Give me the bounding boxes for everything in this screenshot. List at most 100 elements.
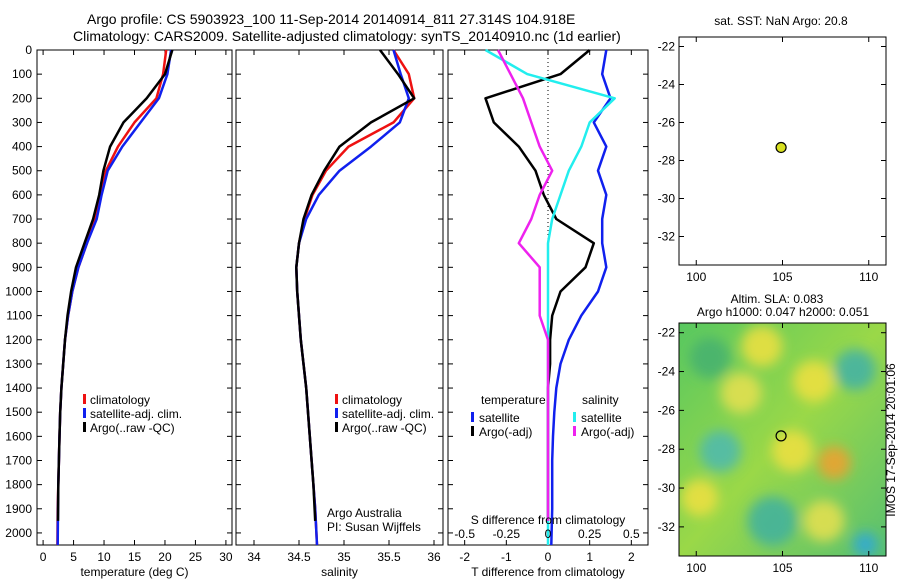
- s-difference-axis: S difference from climatology-0.5 -0.25 0 0…: [454, 513, 640, 541]
- temp-xtick-label: 5: [70, 550, 77, 564]
- difference-legend-label: satellite: [479, 411, 520, 425]
- depth-tick-label: 1500: [5, 405, 32, 419]
- depth-tick-label: 200: [12, 91, 32, 105]
- sla-anomaly-blob: [792, 360, 835, 402]
- sla-anomaly-blob: [772, 430, 814, 472]
- argo-float-location-marker: [775, 430, 787, 442]
- sla-anomaly-blob: [817, 446, 851, 480]
- sal-series-line: [295, 49, 416, 521]
- map-ytick-label: -26: [658, 403, 676, 417]
- temp-xtick-label: 30: [219, 550, 233, 564]
- sla-anomaly-blob: [720, 372, 762, 414]
- map-ytick-label: -26: [658, 116, 676, 130]
- sal-legend-swatch: [335, 408, 338, 418]
- diff-series-line: [550, 49, 612, 546]
- diff-panel: -2 -1 0 1 2T difference from climatology: [447, 48, 649, 579]
- temp-legend-label: climatology: [90, 393, 150, 407]
- diff-xtick-label: -2: [459, 550, 470, 564]
- difference-legend-swatch: [573, 412, 576, 422]
- map-ytick-label: -24: [658, 78, 676, 92]
- sla-map-panel: 100 105 110 -22 -24 -26 -28 -30 -32: [658, 322, 887, 575]
- difference-legend-label: Argo(-adj): [581, 425, 634, 439]
- temp-legend-label: satellite-adj. clim.: [90, 407, 182, 421]
- temp-xtick-label: 10: [97, 550, 111, 564]
- temp-xtick-label: 20: [158, 550, 172, 564]
- depth-tick-label: 1100: [6, 309, 32, 323]
- sal-xtick-label: 34.5: [287, 550, 311, 564]
- depth-tick-label: 1800: [5, 478, 32, 492]
- diff-xtick-label: 0: [545, 550, 552, 564]
- temp-series-line: [56, 49, 174, 521]
- sla-anomaly-blob: [852, 531, 878, 556]
- difference-legend-label: Argo(-adj): [479, 425, 532, 439]
- sal-legend-swatch: [335, 394, 338, 404]
- sla-anomaly-blob: [681, 479, 719, 517]
- temp-legend-swatch: [83, 408, 86, 418]
- depth-tick-label: 300: [12, 115, 32, 129]
- depth-tick-label: 400: [12, 140, 32, 154]
- sst-map-panel: 100 105 110 -22 -24 -26 -28 -30 -32: [658, 36, 887, 284]
- difference-legend-heading: salinity: [582, 393, 619, 407]
- map-xtick-label: 110: [859, 561, 878, 575]
- sla-anomaly-blob: [803, 500, 845, 542]
- s-difference-title: S difference from climatology: [471, 513, 626, 527]
- difference-legend-swatch: [471, 426, 474, 436]
- diff-xtick-label: 2: [628, 550, 635, 564]
- depth-tick-label: 1300: [5, 357, 32, 371]
- temp-xtick-label: 25: [189, 550, 203, 564]
- temp-legend-swatch: [83, 422, 86, 432]
- sla-map-subtitle: Argo h1000: 0.047 h2000: 0.051: [697, 305, 869, 319]
- s-difference-tick-label: 0.5: [623, 527, 640, 541]
- map-ytick-label: -22: [658, 326, 676, 340]
- sst-map-title: sat. SST: NaN Argo: 20.8: [714, 14, 848, 28]
- map-ytick-label: -30: [658, 481, 676, 495]
- sla-anomaly-blob: [834, 348, 876, 391]
- sla-anomaly-blob: [747, 496, 797, 546]
- temp-panel: 0 5 10 15 20 25 30 temperature (deg C) 0 100 200 30…: [5, 43, 233, 579]
- sal-legend-label: satellite-adj. clim.: [342, 407, 434, 421]
- difference-legend-heading: temperature: [481, 393, 546, 407]
- imos-timestamp: IMOS 17-Sep-2014 20:01:06: [884, 363, 898, 517]
- temp-xtick-label: 0: [40, 550, 47, 564]
- depth-tick-label: 0: [25, 43, 32, 57]
- sal-xtick-label: 35: [337, 550, 351, 564]
- map-xtick-label: 105: [772, 270, 792, 284]
- sal-legend-label: climatology: [342, 393, 402, 407]
- difference-legend-swatch: [573, 426, 576, 436]
- difference-legend: temperaturesatelliteArgo(-adj)salinitysa…: [471, 393, 634, 439]
- diff-series-line: [496, 49, 554, 521]
- s-difference-tick-label: -0.5: [454, 527, 475, 541]
- s-difference-tick-label: 0: [545, 527, 552, 541]
- depth-tick-label: 2000: [5, 526, 32, 540]
- depth-tick-label: 1400: [5, 381, 32, 395]
- temp-legend-label: Argo(..raw -QC): [90, 421, 175, 435]
- map-ytick-label: -32: [658, 230, 676, 244]
- sla-map-title: Altim. SLA: 0.083: [731, 292, 824, 306]
- depth-tick-label: 700: [12, 212, 32, 226]
- s-difference-tick-label: -0.25: [493, 527, 521, 541]
- sla-anomaly-blob: [741, 325, 783, 367]
- sal-xtick-label: 36: [427, 550, 441, 564]
- depth-tick-label: 1200: [5, 333, 32, 347]
- depth-tick-label: 1700: [5, 453, 32, 467]
- temp-xtick-label: 15: [128, 550, 142, 564]
- temp-legend-swatch: [83, 394, 86, 404]
- map-ytick-label: -30: [658, 192, 676, 206]
- sla-anomaly-blob: [699, 430, 742, 472]
- map-xtick-label: 100: [686, 270, 706, 284]
- map-xtick-label: 105: [772, 561, 792, 575]
- s-difference-tick-label: 0.25: [578, 527, 602, 541]
- sal-legend-label: Argo(..raw -QC): [342, 421, 427, 435]
- sal-legend-swatch: [335, 422, 338, 432]
- credit-line-2: PI: Susan Wijffels: [327, 520, 421, 534]
- diff-xtick-label: 1: [586, 550, 593, 564]
- map-ytick-label: -22: [658, 40, 676, 54]
- map-xtick-label: 110: [859, 270, 878, 284]
- depth-tick-label: 600: [12, 188, 32, 202]
- depth-tick-label: 500: [12, 164, 32, 178]
- map-xtick-label: 100: [686, 561, 706, 575]
- map-ytick-label: -28: [658, 442, 676, 456]
- depth-tick-label: 900: [12, 260, 32, 274]
- sal-xlabel: salinity: [321, 565, 358, 579]
